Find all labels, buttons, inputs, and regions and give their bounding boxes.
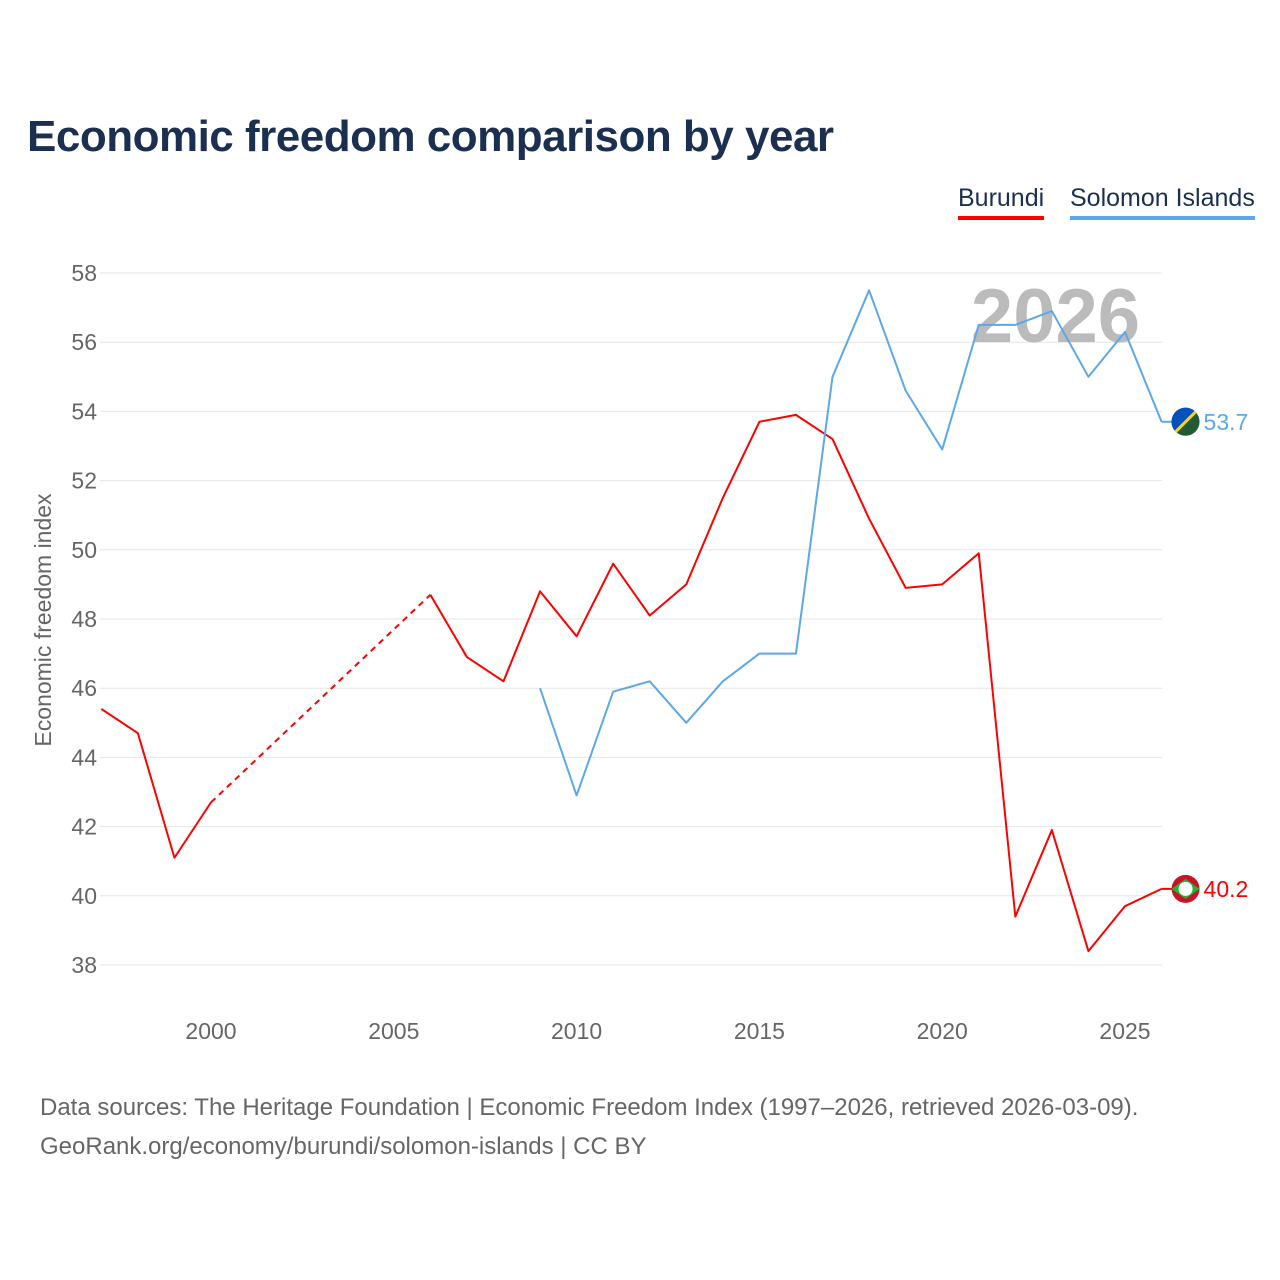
x-tick-label: 2015	[734, 1018, 785, 1044]
y-tick-label: 58	[71, 260, 97, 286]
data-point-solomon-islands	[1122, 329, 1128, 335]
y-tick-label: 48	[71, 606, 97, 632]
legend-solomon-islands[interactable]: Solomon Islands	[1070, 184, 1255, 220]
data-point-burundi	[830, 436, 836, 442]
data-point-burundi	[793, 412, 799, 418]
data-point-solomon-islands	[903, 388, 909, 394]
data-point-burundi	[208, 799, 214, 805]
y-tick-label: 56	[71, 329, 97, 355]
y-tick-label: 44	[71, 744, 97, 770]
burundi-flag-icon	[1178, 881, 1193, 896]
data-point-burundi	[647, 613, 653, 619]
data-point-burundi	[756, 419, 762, 425]
source-link[interactable]: GeoRank.org/economy/burundi/solomon-isla…	[40, 1133, 647, 1160]
data-point-burundi	[1085, 948, 1091, 954]
data-point-solomon-islands	[939, 446, 945, 452]
data-point-solomon-islands	[537, 685, 543, 691]
data-point-solomon-islands	[720, 678, 726, 684]
data-point-solomon-islands	[976, 322, 982, 328]
legend-burundi[interactable]: Burundi	[958, 184, 1045, 220]
data-point-solomon-islands	[683, 720, 689, 726]
data-point-burundi	[574, 633, 580, 639]
data-point-solomon-islands	[866, 287, 872, 293]
y-tick-label: 50	[71, 537, 97, 563]
data-point-solomon-islands	[1049, 308, 1055, 314]
data-point-solomon-islands	[647, 678, 653, 684]
x-tick-label: 2010	[551, 1018, 602, 1044]
y-tick-label: 54	[71, 398, 97, 424]
data-point-solomon-islands	[830, 374, 836, 380]
data-point-burundi	[427, 592, 433, 598]
y-axis-label: Economic freedom index	[30, 493, 56, 747]
data-point-solomon-islands	[756, 651, 762, 657]
footer: Data sources: The Heritage Foundation | …	[40, 1088, 1138, 1166]
end-value-label-burundi: 40.2	[1204, 876, 1249, 902]
data-point-burundi	[500, 678, 506, 684]
data-point-burundi	[1012, 914, 1018, 920]
data-point-burundi	[1049, 827, 1055, 833]
x-tick-label: 2025	[1099, 1018, 1150, 1044]
solomon-islands-flag-icon	[1174, 410, 1197, 433]
y-tick-label: 52	[71, 468, 97, 494]
data-point-solomon-islands	[1012, 322, 1018, 328]
data-point-burundi	[135, 730, 141, 736]
data-point-burundi	[903, 585, 909, 591]
data-point-solomon-islands	[793, 651, 799, 657]
data-point-burundi	[976, 550, 982, 556]
data-point-burundi	[1122, 903, 1128, 909]
data-point-burundi	[720, 495, 726, 501]
data-point-burundi	[537, 588, 543, 594]
y-tick-label: 40	[71, 883, 97, 909]
data-point-burundi	[683, 581, 689, 587]
data-point-solomon-islands	[1085, 374, 1091, 380]
chart-title: Economic freedom comparison by year	[27, 112, 834, 161]
y-tick-label: 38	[71, 952, 97, 978]
x-tick-label: 2000	[185, 1018, 236, 1044]
data-point-burundi	[866, 516, 872, 522]
solomon-islands-flag-icon	[1171, 407, 1196, 432]
source-text: Data sources: The Heritage Foundation | …	[40, 1094, 1139, 1121]
series-line-burundi	[429, 413, 1162, 953]
data-point-burundi	[171, 855, 177, 861]
data-point-solomon-islands	[610, 689, 616, 695]
x-tick-label: 2005	[368, 1018, 419, 1044]
data-point-burundi	[939, 581, 945, 587]
y-tick-label: 46	[71, 675, 97, 701]
data-point-solomon-islands	[574, 792, 580, 798]
data-point-burundi	[464, 654, 470, 660]
y-tick-label: 42	[71, 814, 97, 840]
dashed-gap-burundi	[210, 594, 432, 804]
data-point-burundi	[98, 706, 104, 712]
series-line-solomon-islands	[539, 289, 1163, 797]
data-point-burundi	[610, 561, 616, 567]
series-line-burundi	[100, 708, 212, 859]
end-value-label-solomon-islands: 53.7	[1204, 409, 1249, 435]
x-tick-label: 2020	[917, 1018, 968, 1044]
